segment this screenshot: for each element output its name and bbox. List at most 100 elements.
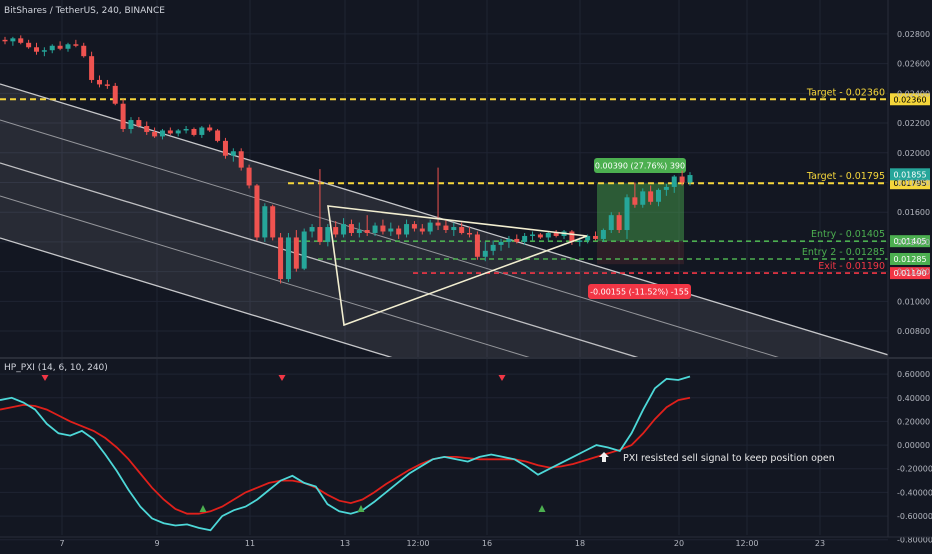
price-tag-bg bbox=[890, 235, 930, 248]
candle-body bbox=[96, 79, 102, 85]
time-tick-label: 18 bbox=[575, 539, 585, 548]
level-label-target1: Target - 0.02360 bbox=[806, 87, 885, 98]
candle bbox=[128, 117, 134, 134]
time-tick-label: 23 bbox=[815, 539, 825, 548]
candle bbox=[364, 215, 370, 236]
candle bbox=[656, 188, 662, 207]
candle-body bbox=[18, 38, 24, 43]
candle bbox=[467, 227, 473, 238]
profit-label: 0.00390 (27.76%) 390 bbox=[595, 162, 685, 171]
candle bbox=[183, 126, 189, 134]
candle bbox=[65, 42, 71, 52]
price-tag-text: 0.01190 bbox=[893, 269, 926, 278]
candle-body bbox=[577, 240, 583, 242]
triangle-pattern[interactable] bbox=[327, 205, 588, 327]
candle-body bbox=[175, 130, 181, 134]
candle-body bbox=[632, 197, 638, 205]
level-label-entry1: Entry - 0.01405 bbox=[811, 229, 885, 240]
time-tick-label: 20 bbox=[674, 539, 684, 548]
candle-body bbox=[522, 235, 528, 242]
candle bbox=[380, 219, 386, 235]
candle-body bbox=[388, 228, 394, 232]
price-tick-label: 0.02000 bbox=[897, 149, 930, 158]
price-tag-bg bbox=[890, 252, 930, 265]
candle bbox=[506, 235, 512, 248]
candle-body bbox=[128, 120, 134, 129]
loss-zone[interactable] bbox=[597, 241, 684, 265]
candle-body bbox=[396, 228, 402, 235]
candle-body bbox=[222, 140, 228, 156]
candle-body bbox=[404, 224, 410, 235]
candle bbox=[624, 194, 630, 239]
candle bbox=[663, 183, 669, 196]
time-tick-label: 11 bbox=[245, 539, 255, 548]
candle-body bbox=[104, 84, 110, 86]
candle bbox=[159, 128, 165, 140]
sell-signal-marker bbox=[41, 375, 49, 381]
candle bbox=[372, 222, 378, 236]
candle bbox=[530, 231, 536, 241]
current-price-tag: 0.01855 bbox=[890, 168, 930, 181]
candle-body bbox=[372, 225, 378, 233]
price-tag-text: 0.02360 bbox=[893, 95, 926, 104]
candle-body bbox=[89, 56, 95, 80]
indicator-tick-label: -0.20000 bbox=[897, 465, 932, 474]
indicator-layer bbox=[0, 375, 691, 532]
candle bbox=[191, 127, 197, 137]
candle-body bbox=[545, 232, 551, 238]
signal-line bbox=[0, 396, 691, 515]
candle-body bbox=[341, 224, 347, 235]
time-tick-label: 16 bbox=[482, 539, 492, 548]
candle-body bbox=[679, 176, 685, 183]
price-tick-label: 0.00800 bbox=[897, 327, 930, 336]
candle bbox=[593, 231, 599, 241]
sell-signal-marker bbox=[498, 375, 506, 381]
candle bbox=[238, 148, 244, 171]
candle bbox=[545, 231, 551, 241]
candles-layer bbox=[2, 35, 693, 284]
candle bbox=[81, 42, 87, 58]
candle-body bbox=[443, 225, 449, 231]
candle-body bbox=[411, 224, 417, 229]
candle bbox=[569, 230, 575, 245]
candle-body bbox=[459, 227, 465, 233]
candle-body bbox=[648, 191, 654, 202]
candle bbox=[33, 42, 39, 55]
candle bbox=[18, 35, 24, 45]
candle bbox=[317, 169, 323, 245]
price-tick-label: 0.01800 bbox=[897, 178, 930, 187]
current-price-text: 0.01855 bbox=[893, 170, 926, 179]
level-label-entry2: Entry 2 - 0.01285 bbox=[802, 247, 885, 258]
candle bbox=[104, 79, 110, 89]
candle bbox=[270, 204, 276, 241]
up-arrow-icon bbox=[599, 452, 609, 462]
candle bbox=[199, 126, 205, 138]
candle bbox=[144, 121, 150, 135]
candle-body bbox=[159, 130, 165, 137]
candle bbox=[262, 203, 268, 242]
candle-body bbox=[183, 128, 189, 131]
price-tag-exit: 0.01190 bbox=[890, 267, 930, 280]
candle bbox=[553, 230, 559, 238]
candle bbox=[57, 41, 63, 51]
candle-body bbox=[144, 126, 150, 132]
time-tick-label: 9 bbox=[154, 539, 159, 548]
indicator-tick-label: -0.40000 bbox=[897, 488, 932, 497]
candle bbox=[522, 232, 528, 245]
buy-signal-marker bbox=[538, 505, 546, 512]
candle bbox=[2, 36, 8, 45]
candle bbox=[616, 212, 622, 233]
price-tag-text: 0.01405 bbox=[893, 237, 926, 246]
price-tick-label: 0.01200 bbox=[897, 268, 930, 277]
candle bbox=[325, 224, 331, 247]
level-label-target2: Target - 0.01795 bbox=[806, 171, 885, 182]
candle bbox=[89, 51, 95, 83]
level-lines: Target - 0.02360 0.02360 Target - 0.01795 0… bbox=[0, 87, 930, 280]
time-tick-label: 12:00 bbox=[735, 539, 758, 548]
candle-body bbox=[26, 42, 32, 48]
price-tag-bg bbox=[890, 93, 930, 106]
candle-body bbox=[506, 238, 512, 242]
loss-label-bg bbox=[588, 284, 691, 299]
candle bbox=[411, 221, 417, 232]
